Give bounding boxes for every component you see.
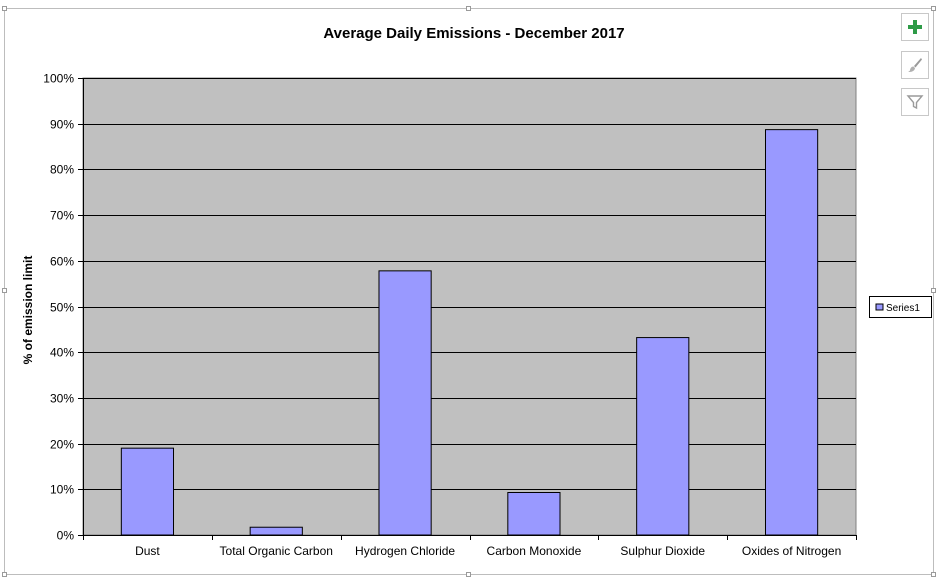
paintbrush-icon xyxy=(908,58,922,72)
x-tick-label: Total Organic Carbon xyxy=(220,544,333,558)
add-chart-element-button[interactable] xyxy=(901,13,929,41)
resize-handle-top-middle[interactable] xyxy=(466,6,471,11)
y-tick-label: 60% xyxy=(50,255,74,269)
legend-swatch xyxy=(875,303,884,311)
bar[interactable] xyxy=(764,129,819,536)
y-tick-label: 30% xyxy=(50,392,74,406)
bar[interactable] xyxy=(378,270,432,536)
resize-handle-top-right[interactable] xyxy=(931,6,936,11)
resize-handle-middle-left[interactable] xyxy=(2,288,7,293)
legend-box xyxy=(869,296,932,318)
y-tick-label: 100% xyxy=(43,72,74,86)
chart-styles-button[interactable] xyxy=(901,51,929,79)
x-tick-label: Oxides of Nitrogen xyxy=(742,544,841,558)
bar[interactable] xyxy=(249,526,303,536)
legend-label: Series1 xyxy=(886,303,920,314)
bar[interactable] xyxy=(120,447,175,536)
plot-area xyxy=(82,77,857,536)
gridlines xyxy=(83,78,856,490)
bar[interactable] xyxy=(507,491,561,536)
y-axis-label: % of emission limit xyxy=(21,256,35,365)
resize-handle-bottom-left[interactable] xyxy=(2,572,7,577)
y-tick-label: 10% xyxy=(50,483,74,497)
x-tick-label: Sulphur Dioxide xyxy=(620,544,705,558)
y-tick-label: 40% xyxy=(50,346,74,360)
axes: 0% 10% 20% 30% 40% 50% 60% 70% 80% 90% 100% Dust Tot… xyxy=(43,72,857,558)
funnel-icon xyxy=(906,95,924,110)
chart-filters-button[interactable] xyxy=(901,88,929,116)
x-tick-label: Hydrogen Chloride xyxy=(355,544,455,558)
y-tick-label: 80% xyxy=(50,163,74,177)
bar[interactable] xyxy=(636,337,690,536)
y-tick-label: 70% xyxy=(50,209,74,223)
y-tick-label: 20% xyxy=(50,438,74,452)
resize-handle-bottom-right[interactable] xyxy=(931,572,936,577)
bars xyxy=(120,129,819,536)
resize-handle-top-left[interactable] xyxy=(2,6,7,11)
resize-handle-middle-right[interactable] xyxy=(931,288,936,293)
y-tick-label: 0% xyxy=(57,529,75,543)
plus-icon xyxy=(908,20,922,34)
y-tick-label: 50% xyxy=(50,301,74,315)
chart-title: Average Daily Emissions - December 2017 xyxy=(323,25,624,42)
resize-handle-bottom-middle[interactable] xyxy=(466,572,471,577)
legend[interactable]: Series1 xyxy=(869,296,932,318)
x-tick-label: Dust xyxy=(135,544,160,558)
x-tick-label: Carbon Monoxide xyxy=(487,544,582,558)
y-tick-label: 90% xyxy=(50,118,74,132)
